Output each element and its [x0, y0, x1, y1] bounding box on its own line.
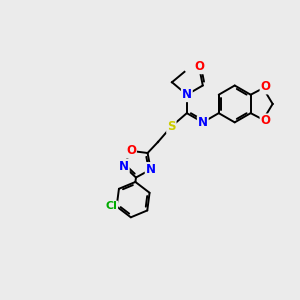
Text: N: N: [146, 163, 156, 176]
Text: Cl: Cl: [105, 202, 117, 212]
Text: O: O: [260, 80, 271, 94]
Text: N: N: [182, 88, 192, 101]
Text: N: N: [119, 160, 129, 172]
Text: O: O: [126, 144, 136, 158]
Text: S: S: [167, 120, 176, 133]
Text: O: O: [260, 114, 271, 128]
Text: O: O: [195, 60, 205, 73]
Text: N: N: [198, 116, 208, 130]
